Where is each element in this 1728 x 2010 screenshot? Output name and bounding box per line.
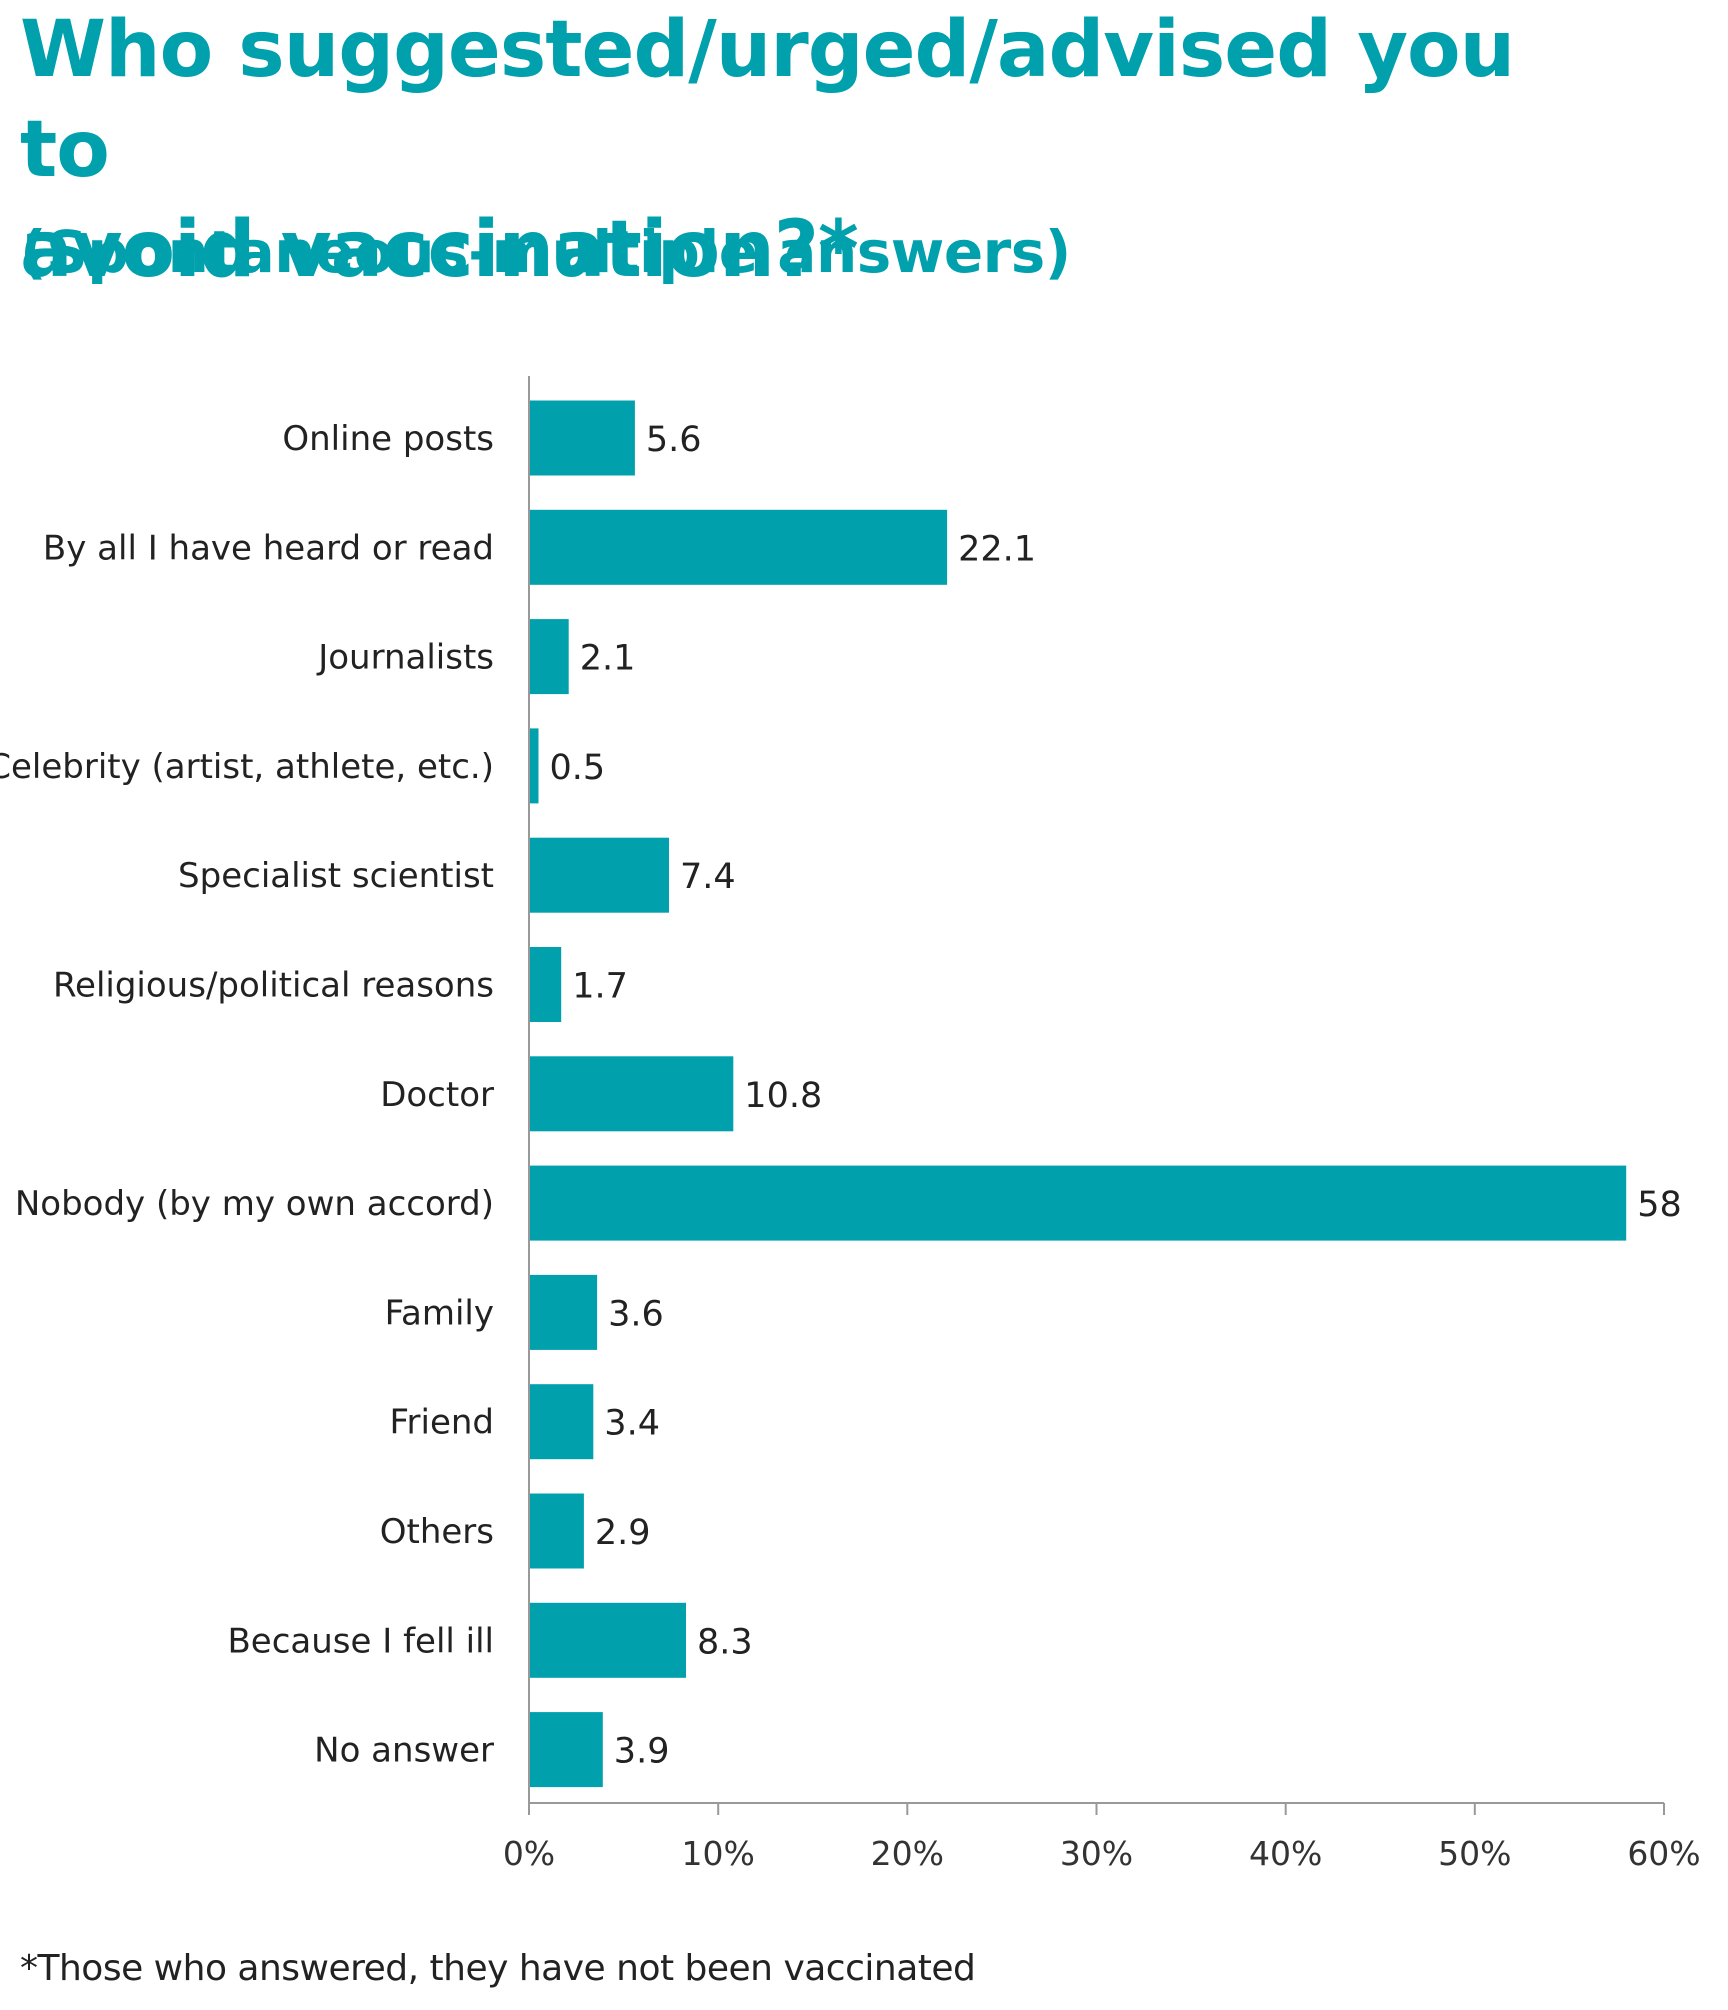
x-tick-label: 20%: [871, 1834, 944, 1873]
category-label: No answer: [314, 1731, 494, 1771]
value-label: 10.8: [744, 1076, 822, 1116]
x-tick-label: 50%: [1438, 1834, 1511, 1873]
value-label: 58: [1637, 1185, 1682, 1225]
x-tick-label: 60%: [1627, 1834, 1700, 1873]
bar: [529, 1274, 598, 1350]
bar: [529, 728, 539, 804]
category-label: Family: [385, 1293, 494, 1333]
x-tick-label: 40%: [1249, 1834, 1322, 1873]
value-label: 2.1: [580, 639, 636, 679]
footnote: *Those who answered, they have not been …: [20, 1948, 976, 1989]
category-label: Celebrity (artist, athlete, etc.): [0, 747, 494, 787]
chart-title-line-2: avoid vaccination?*: [20, 205, 859, 295]
value-label: 7.4: [680, 857, 736, 897]
bar: [529, 1712, 603, 1788]
bar: [529, 837, 669, 913]
bar-chart: Online posts 5.6 By all I have heard or re…: [0, 376, 1701, 1873]
category-label: Others: [380, 1512, 494, 1552]
value-label: 22.1: [958, 529, 1036, 569]
category-label: Because I fell ill: [227, 1621, 494, 1661]
chart-title: Who suggested/urged/advised you to avoid…: [20, 0, 1520, 300]
value-label: 3.4: [604, 1404, 660, 1444]
value-label: 8.3: [697, 1622, 753, 1662]
category-label: Religious/political reasons: [53, 966, 494, 1006]
x-tick-label: 0%: [503, 1834, 555, 1873]
chart-title-line-1: Who suggested/urged/advised you to: [20, 5, 1515, 195]
category-label: Online posts: [282, 419, 494, 459]
x-tick-label: 10%: [682, 1834, 755, 1873]
category-label: Friend: [389, 1403, 494, 1443]
category-label: Doctor: [380, 1075, 494, 1115]
bar: [529, 509, 948, 585]
value-label: 1.7: [572, 967, 628, 1007]
bar: [529, 1165, 1627, 1241]
value-label: 3.6: [608, 1294, 664, 1334]
value-label: 2.9: [595, 1513, 651, 1553]
bar: [529, 1493, 584, 1569]
bar: [529, 619, 569, 695]
bar: [529, 1056, 734, 1132]
value-label: 3.9: [614, 1732, 670, 1772]
category-label: Nobody (by my own accord): [15, 1184, 494, 1224]
category-label: By all I have heard or read: [43, 528, 494, 568]
chart-subtitle: (Spontaneous-multiple answers): [20, 218, 1071, 286]
x-tick-label: 30%: [1060, 1834, 1133, 1873]
value-label: 0.5: [550, 748, 606, 788]
bar: [529, 400, 635, 476]
category-label: Journalists: [316, 638, 494, 678]
value-label: 5.6: [646, 420, 702, 460]
bar: [529, 947, 562, 1022]
category-label: Specialist scientist: [178, 856, 494, 896]
bar: [529, 1384, 594, 1460]
bar: [529, 1602, 686, 1678]
